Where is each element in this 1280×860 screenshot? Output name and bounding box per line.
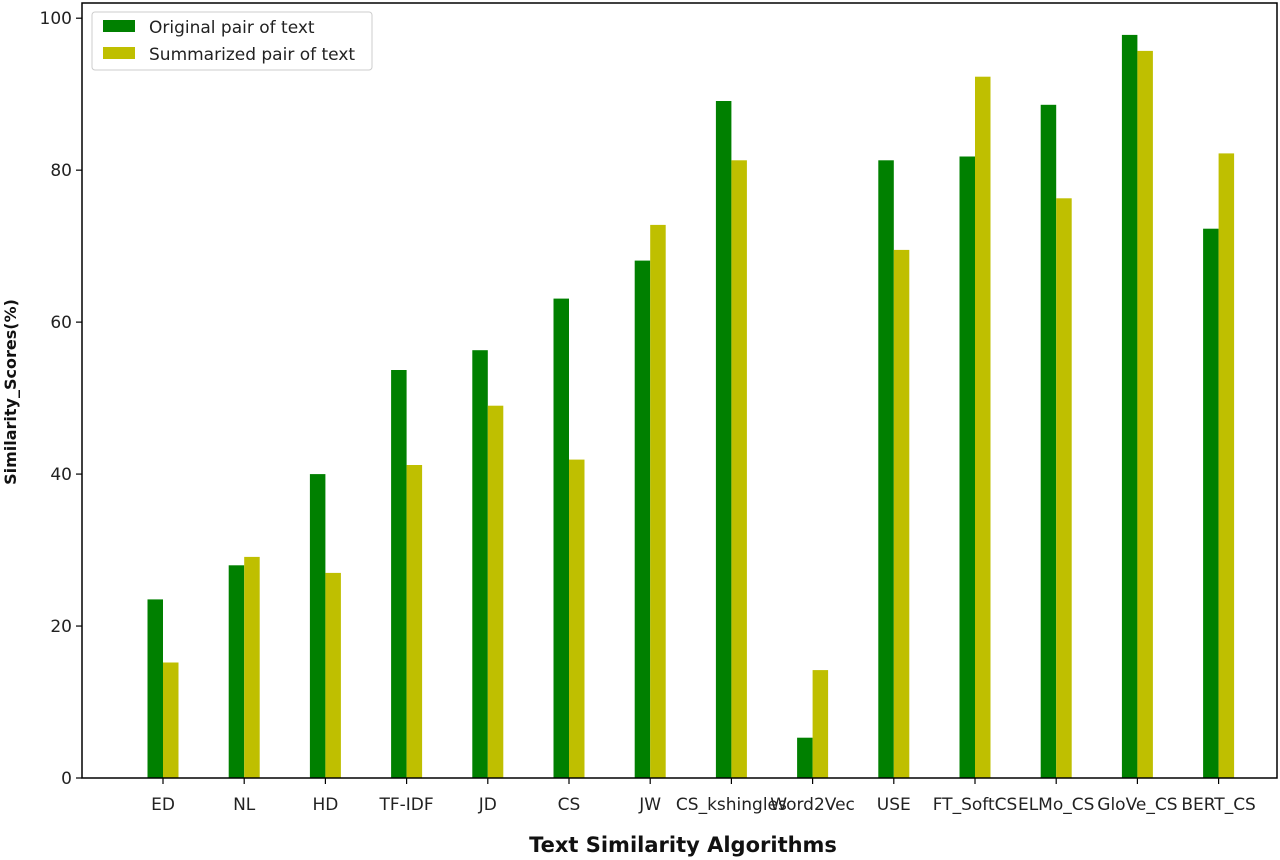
x-tick-label-elmo-cs: ELMo_CS (1018, 795, 1094, 815)
y-tick-label: 20 (50, 617, 72, 637)
bar-summarized-jd (487, 405, 504, 778)
bar-summarized-jw (650, 224, 666, 778)
y-tick-label: 100 (40, 9, 72, 29)
x-tick-label-ft-softcs: FT_SoftCS (933, 795, 1018, 815)
bar-original-nl (228, 565, 245, 778)
bar-original-glove-cs (1121, 34, 1138, 778)
bar-summarized-tf-idf (406, 465, 423, 778)
bar-original-jw (634, 260, 651, 779)
bar-original-use (878, 160, 894, 779)
legend-label-original: Original pair of text (149, 18, 315, 38)
bar-summarized-bert-cs (1218, 153, 1235, 778)
bar-original-hd (309, 474, 326, 778)
legend-label-summarized: Summarized pair of text (149, 45, 355, 65)
y-tick-label: 0 (61, 769, 72, 789)
y-tick-label: 40 (50, 465, 72, 485)
plot-frame (81, 2, 1278, 779)
bar-original-ed (147, 599, 163, 778)
x-tick-label-use: USE (877, 795, 911, 815)
bars-layer (147, 34, 1235, 779)
y-axis-label: Similarity_Scores(%) (1, 299, 20, 485)
x-tick-label-hd: HD (312, 795, 338, 815)
legend: Original pair of text Summarized pair of… (91, 11, 373, 71)
x-tick-label-bert-cs: BERT_CS (1181, 795, 1256, 815)
bar-original-jd (472, 350, 488, 778)
bar-original-elmo-cs (1040, 104, 1057, 779)
legend-box (91, 11, 373, 71)
legend-swatch-summarized (103, 47, 135, 59)
y-tick-label: 60 (50, 313, 72, 333)
bar-original-ft-softcs (959, 156, 975, 778)
x-tick-label-cs-kshingles: CS_kshingles (676, 795, 787, 815)
bar-summarized-use (893, 249, 910, 778)
x-tick-label-tf-idf: TF-IDF (379, 795, 434, 815)
x-tick-label-ed: ED (151, 795, 175, 815)
x-tick-label-nl: NL (233, 795, 256, 815)
x-tick-label-cs: CS (558, 795, 581, 815)
bar-summarized-ft-softcs (975, 76, 991, 778)
bar-summarized-cs (569, 459, 585, 778)
y-axis-ticks: 0 20 40 60 80 100 (40, 9, 82, 789)
x-tick-label-jd: JD (478, 795, 497, 815)
bar-summarized-hd (325, 572, 341, 778)
bar-original-word2vec (797, 737, 813, 778)
legend-swatch-original (103, 20, 135, 32)
bar-original-tf-idf (391, 370, 407, 778)
bar-summarized-ed (163, 662, 179, 778)
bar-summarized-nl (244, 556, 260, 778)
x-tick-label-word2vec: Word2Vec (770, 795, 855, 815)
bar-summarized-word2vec (812, 670, 829, 778)
x-tick-label-jw: JW (638, 795, 661, 815)
x-tick-label-glove-cs: GloVe_CS (1097, 795, 1177, 815)
x-axis-label: Text Similarity Algorithms (529, 833, 837, 857)
bar-summarized-cs-kshingles (731, 160, 747, 779)
bar-summarized-elmo-cs (1056, 198, 1072, 779)
bar-original-bert-cs (1203, 228, 1219, 778)
bar-original-cs (553, 298, 569, 778)
y-tick-label: 80 (50, 161, 72, 181)
bar-original-cs-kshingles (715, 101, 732, 778)
bar-summarized-glove-cs (1137, 50, 1153, 778)
